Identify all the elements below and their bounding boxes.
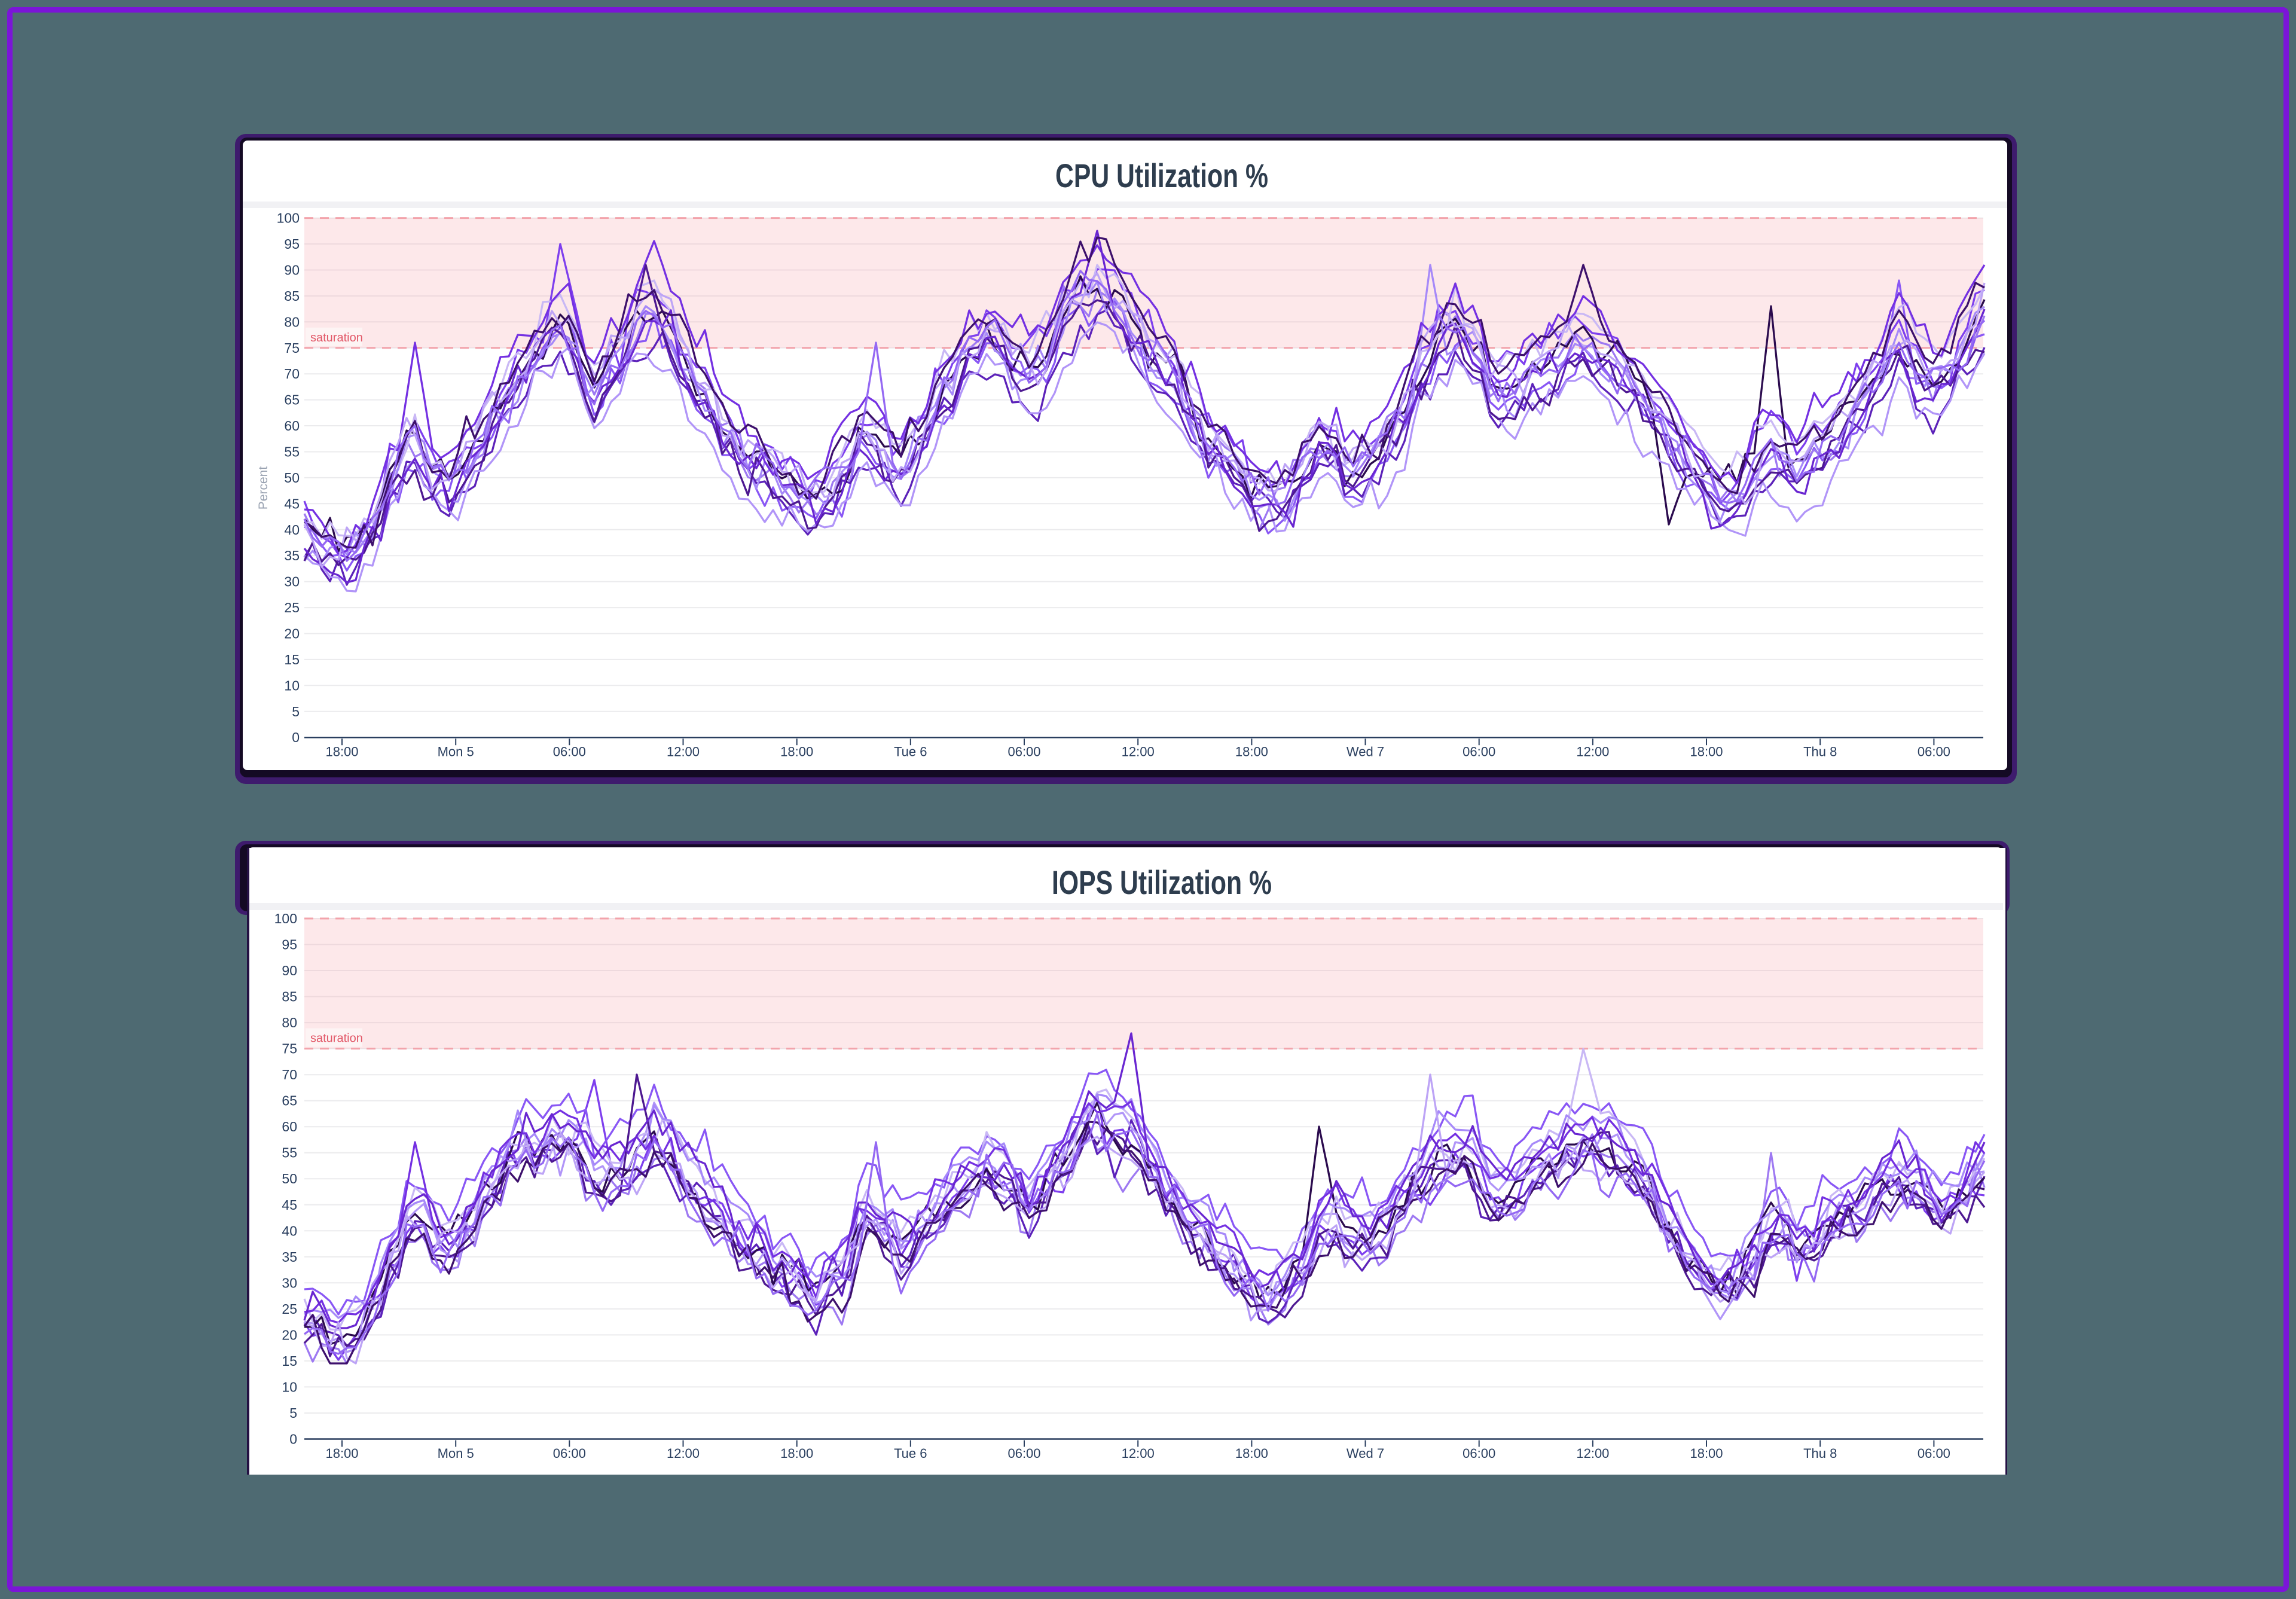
svg-text:95: 95 bbox=[282, 937, 297, 953]
svg-text:18:00: 18:00 bbox=[1690, 744, 1723, 759]
svg-text:30: 30 bbox=[282, 1275, 297, 1290]
svg-text:60: 60 bbox=[282, 1119, 297, 1134]
svg-text:06:00: 06:00 bbox=[1463, 744, 1495, 759]
svg-text:0: 0 bbox=[292, 730, 300, 745]
svg-text:15: 15 bbox=[282, 1353, 297, 1369]
svg-text:06:00: 06:00 bbox=[553, 1446, 586, 1461]
svg-text:saturation: saturation bbox=[310, 331, 363, 344]
svg-text:15: 15 bbox=[284, 652, 300, 667]
svg-text:0: 0 bbox=[289, 1432, 297, 1447]
svg-text:60: 60 bbox=[284, 418, 300, 434]
svg-text:95: 95 bbox=[284, 236, 300, 252]
svg-text:Percent: Percent bbox=[257, 466, 270, 510]
svg-text:IOPS Utilization %: IOPS Utilization % bbox=[1052, 863, 1272, 901]
svg-text:25: 25 bbox=[284, 600, 300, 615]
svg-text:10: 10 bbox=[282, 1379, 297, 1394]
svg-text:saturation: saturation bbox=[310, 1032, 363, 1045]
svg-text:Tue 6: Tue 6 bbox=[894, 744, 927, 759]
svg-text:100: 100 bbox=[277, 210, 300, 226]
svg-text:18:00: 18:00 bbox=[325, 1446, 358, 1461]
svg-text:12:00: 12:00 bbox=[1576, 1446, 1609, 1461]
svg-text:45: 45 bbox=[284, 496, 300, 511]
svg-text:10: 10 bbox=[284, 678, 300, 693]
svg-text:18:00: 18:00 bbox=[1235, 744, 1268, 759]
svg-text:80: 80 bbox=[282, 1015, 297, 1030]
svg-text:5: 5 bbox=[292, 704, 300, 719]
svg-text:06:00: 06:00 bbox=[1918, 744, 1950, 759]
svg-text:25: 25 bbox=[282, 1301, 297, 1317]
svg-text:12:00: 12:00 bbox=[667, 1446, 700, 1461]
svg-text:45: 45 bbox=[282, 1197, 297, 1213]
svg-text:18:00: 18:00 bbox=[325, 744, 358, 759]
svg-text:70: 70 bbox=[282, 1067, 297, 1082]
svg-text:75: 75 bbox=[282, 1041, 297, 1057]
svg-text:40: 40 bbox=[282, 1223, 297, 1238]
svg-text:12:00: 12:00 bbox=[1122, 1446, 1155, 1461]
svg-text:Thu 8: Thu 8 bbox=[1803, 744, 1837, 759]
svg-text:18:00: 18:00 bbox=[780, 744, 813, 759]
svg-text:80: 80 bbox=[284, 314, 300, 329]
svg-text:90: 90 bbox=[282, 963, 297, 978]
svg-text:50: 50 bbox=[282, 1171, 297, 1186]
svg-text:55: 55 bbox=[284, 444, 300, 460]
svg-text:06:00: 06:00 bbox=[553, 744, 586, 759]
svg-text:12:00: 12:00 bbox=[1576, 744, 1609, 759]
svg-text:50: 50 bbox=[284, 470, 300, 486]
svg-text:65: 65 bbox=[282, 1093, 297, 1109]
svg-text:5: 5 bbox=[289, 1405, 297, 1421]
svg-text:35: 35 bbox=[282, 1249, 297, 1265]
svg-text:Tue 6: Tue 6 bbox=[894, 1446, 927, 1461]
svg-text:18:00: 18:00 bbox=[1235, 1446, 1268, 1461]
svg-text:20: 20 bbox=[284, 626, 300, 642]
svg-text:Thu 8: Thu 8 bbox=[1803, 1446, 1837, 1461]
svg-text:Wed 7: Wed 7 bbox=[1347, 1446, 1384, 1461]
svg-text:06:00: 06:00 bbox=[1007, 744, 1040, 759]
svg-text:12:00: 12:00 bbox=[667, 744, 700, 759]
svg-text:Mon 5: Mon 5 bbox=[438, 744, 474, 759]
svg-text:CPU Utilization %: CPU Utilization % bbox=[1055, 157, 1268, 194]
svg-text:40: 40 bbox=[284, 522, 300, 538]
svg-text:Mon 5: Mon 5 bbox=[438, 1446, 474, 1461]
svg-text:06:00: 06:00 bbox=[1007, 1446, 1040, 1461]
svg-text:20: 20 bbox=[282, 1327, 297, 1342]
svg-text:Wed 7: Wed 7 bbox=[1347, 744, 1384, 759]
svg-text:85: 85 bbox=[284, 288, 300, 304]
svg-text:55: 55 bbox=[282, 1145, 297, 1161]
svg-text:06:00: 06:00 bbox=[1918, 1446, 1950, 1461]
svg-text:35: 35 bbox=[284, 548, 300, 563]
svg-text:12:00: 12:00 bbox=[1122, 744, 1155, 759]
svg-text:06:00: 06:00 bbox=[1463, 1446, 1495, 1461]
svg-text:65: 65 bbox=[284, 392, 300, 408]
svg-text:30: 30 bbox=[284, 574, 300, 590]
svg-text:70: 70 bbox=[284, 366, 300, 382]
svg-text:85: 85 bbox=[282, 989, 297, 1005]
svg-text:75: 75 bbox=[284, 340, 300, 356]
svg-text:18:00: 18:00 bbox=[1690, 1446, 1723, 1461]
svg-text:100: 100 bbox=[274, 911, 297, 926]
svg-text:18:00: 18:00 bbox=[780, 1446, 813, 1461]
svg-text:90: 90 bbox=[284, 263, 300, 278]
